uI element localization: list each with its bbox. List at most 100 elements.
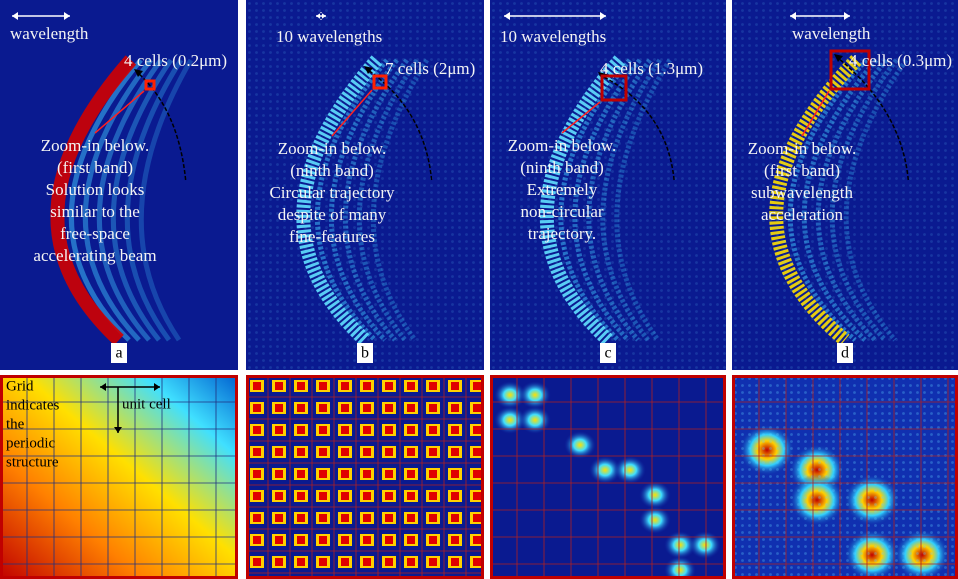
blob [639,506,671,534]
pointer-arrow [94,90,145,134]
note-line: (ninth band) [520,158,604,177]
arrow-head [134,69,143,77]
zoom-box [372,74,388,90]
zoom-frame [0,375,238,579]
zoom-panel [246,375,484,579]
note-line: Extremely [527,180,598,199]
grid-note: Grid [6,378,34,394]
label-box [600,343,616,363]
note-line: free-space [60,224,130,243]
blob [664,556,696,579]
grid-note: periodic [6,435,55,451]
note-line: Solution looks [46,180,145,199]
blob [519,406,551,434]
trajectory-arrow [367,69,433,181]
beam-arc [124,58,184,342]
scale-head [316,12,326,20]
note-line: Zoom-in below. [748,139,856,158]
blob [664,531,696,559]
grid-note: structure [6,454,59,470]
panel-label: d [841,345,849,362]
cells-label: 4 cells (0.3μm) [849,51,952,70]
scale-label: 10 wavelengths [276,27,382,46]
blob [519,381,551,409]
trajectory-arrow [137,72,187,181]
texture [490,0,726,370]
scale-label: 10 wavelengths [500,27,606,46]
panel-label: c [604,345,611,362]
blob [589,456,621,484]
note-line: subwavelength [751,183,853,202]
pointer-arrow [331,89,373,137]
unit-cell-label: unit cell [122,396,171,412]
scale-head [12,12,70,20]
arrow-heads [100,383,160,433]
note-line: (first band) [764,161,840,180]
blob [689,531,721,559]
zoom-box [600,74,628,102]
zoom-frame [246,375,484,579]
beam-arc [68,58,143,342]
panel-label: b [361,345,369,362]
texture [246,0,484,370]
note-line: acceleration [761,205,844,224]
note-line: despite of many [278,205,387,224]
beam-arc [110,58,173,342]
beam-arc [96,58,163,342]
note-line: Zoom-in below. [278,139,386,158]
zoom-panel [732,375,958,579]
zoom-panel: Grid indicates the periodic structure unit ce… [0,375,238,579]
zoom-box [144,79,156,91]
beam-arc [138,58,194,342]
trajectory-arrow [601,75,675,181]
blob [614,456,646,484]
texture [732,0,958,370]
beam-arc [82,58,153,342]
blob [639,481,671,509]
zoom-bg [0,375,238,579]
arrow-head [834,54,843,62]
panel: 10 wavelengths 4 cells (1.3μm) Zoom-in bel… [490,0,726,370]
note-line: non-circular [520,202,603,221]
note-line: Zoom-in below. [41,136,149,155]
cells-label: 4 cells (0.2μm) [124,51,227,70]
zoom-box [829,49,871,91]
panel-bg [0,0,238,370]
zoom-frame [732,375,958,579]
grid-note: indicates [6,397,59,413]
note-line: similar to the [50,202,140,221]
note-line: fine-features [289,227,375,246]
pointer-arrow [801,90,830,137]
pointer-arrow [561,101,601,134]
panel-label: a [115,345,122,362]
label-box [357,343,373,363]
scale-head [790,12,850,20]
cells-label: 7 cells (2μm) [385,59,475,78]
blob [494,406,526,434]
label-box [837,343,853,363]
trajectory-arrow [837,57,910,181]
note-line: trajectory. [528,224,596,243]
note-line: Zoom-in below. [508,136,616,155]
arrow-head [364,66,373,74]
note-line: (ninth band) [290,161,374,180]
note-line: accelerating beam [33,246,156,265]
zoom-frame [490,375,726,579]
label-box [111,343,127,363]
zoom-panel [490,375,726,579]
zoom-bg [246,375,484,579]
vector-field [732,375,958,579]
panel: wavelength 4 cells (0.3μm) Zoom-in below. (… [732,0,958,370]
note-line: Circular trajectory [269,183,395,202]
grid-note: the [6,416,25,432]
note-line: (first band) [57,158,133,177]
cells-label: 4 cells (1.3μm) [600,59,703,78]
blob [564,431,596,459]
scale-label: wavelength [10,24,89,43]
beam-arc [50,55,137,346]
scale-label: wavelength [792,24,871,43]
